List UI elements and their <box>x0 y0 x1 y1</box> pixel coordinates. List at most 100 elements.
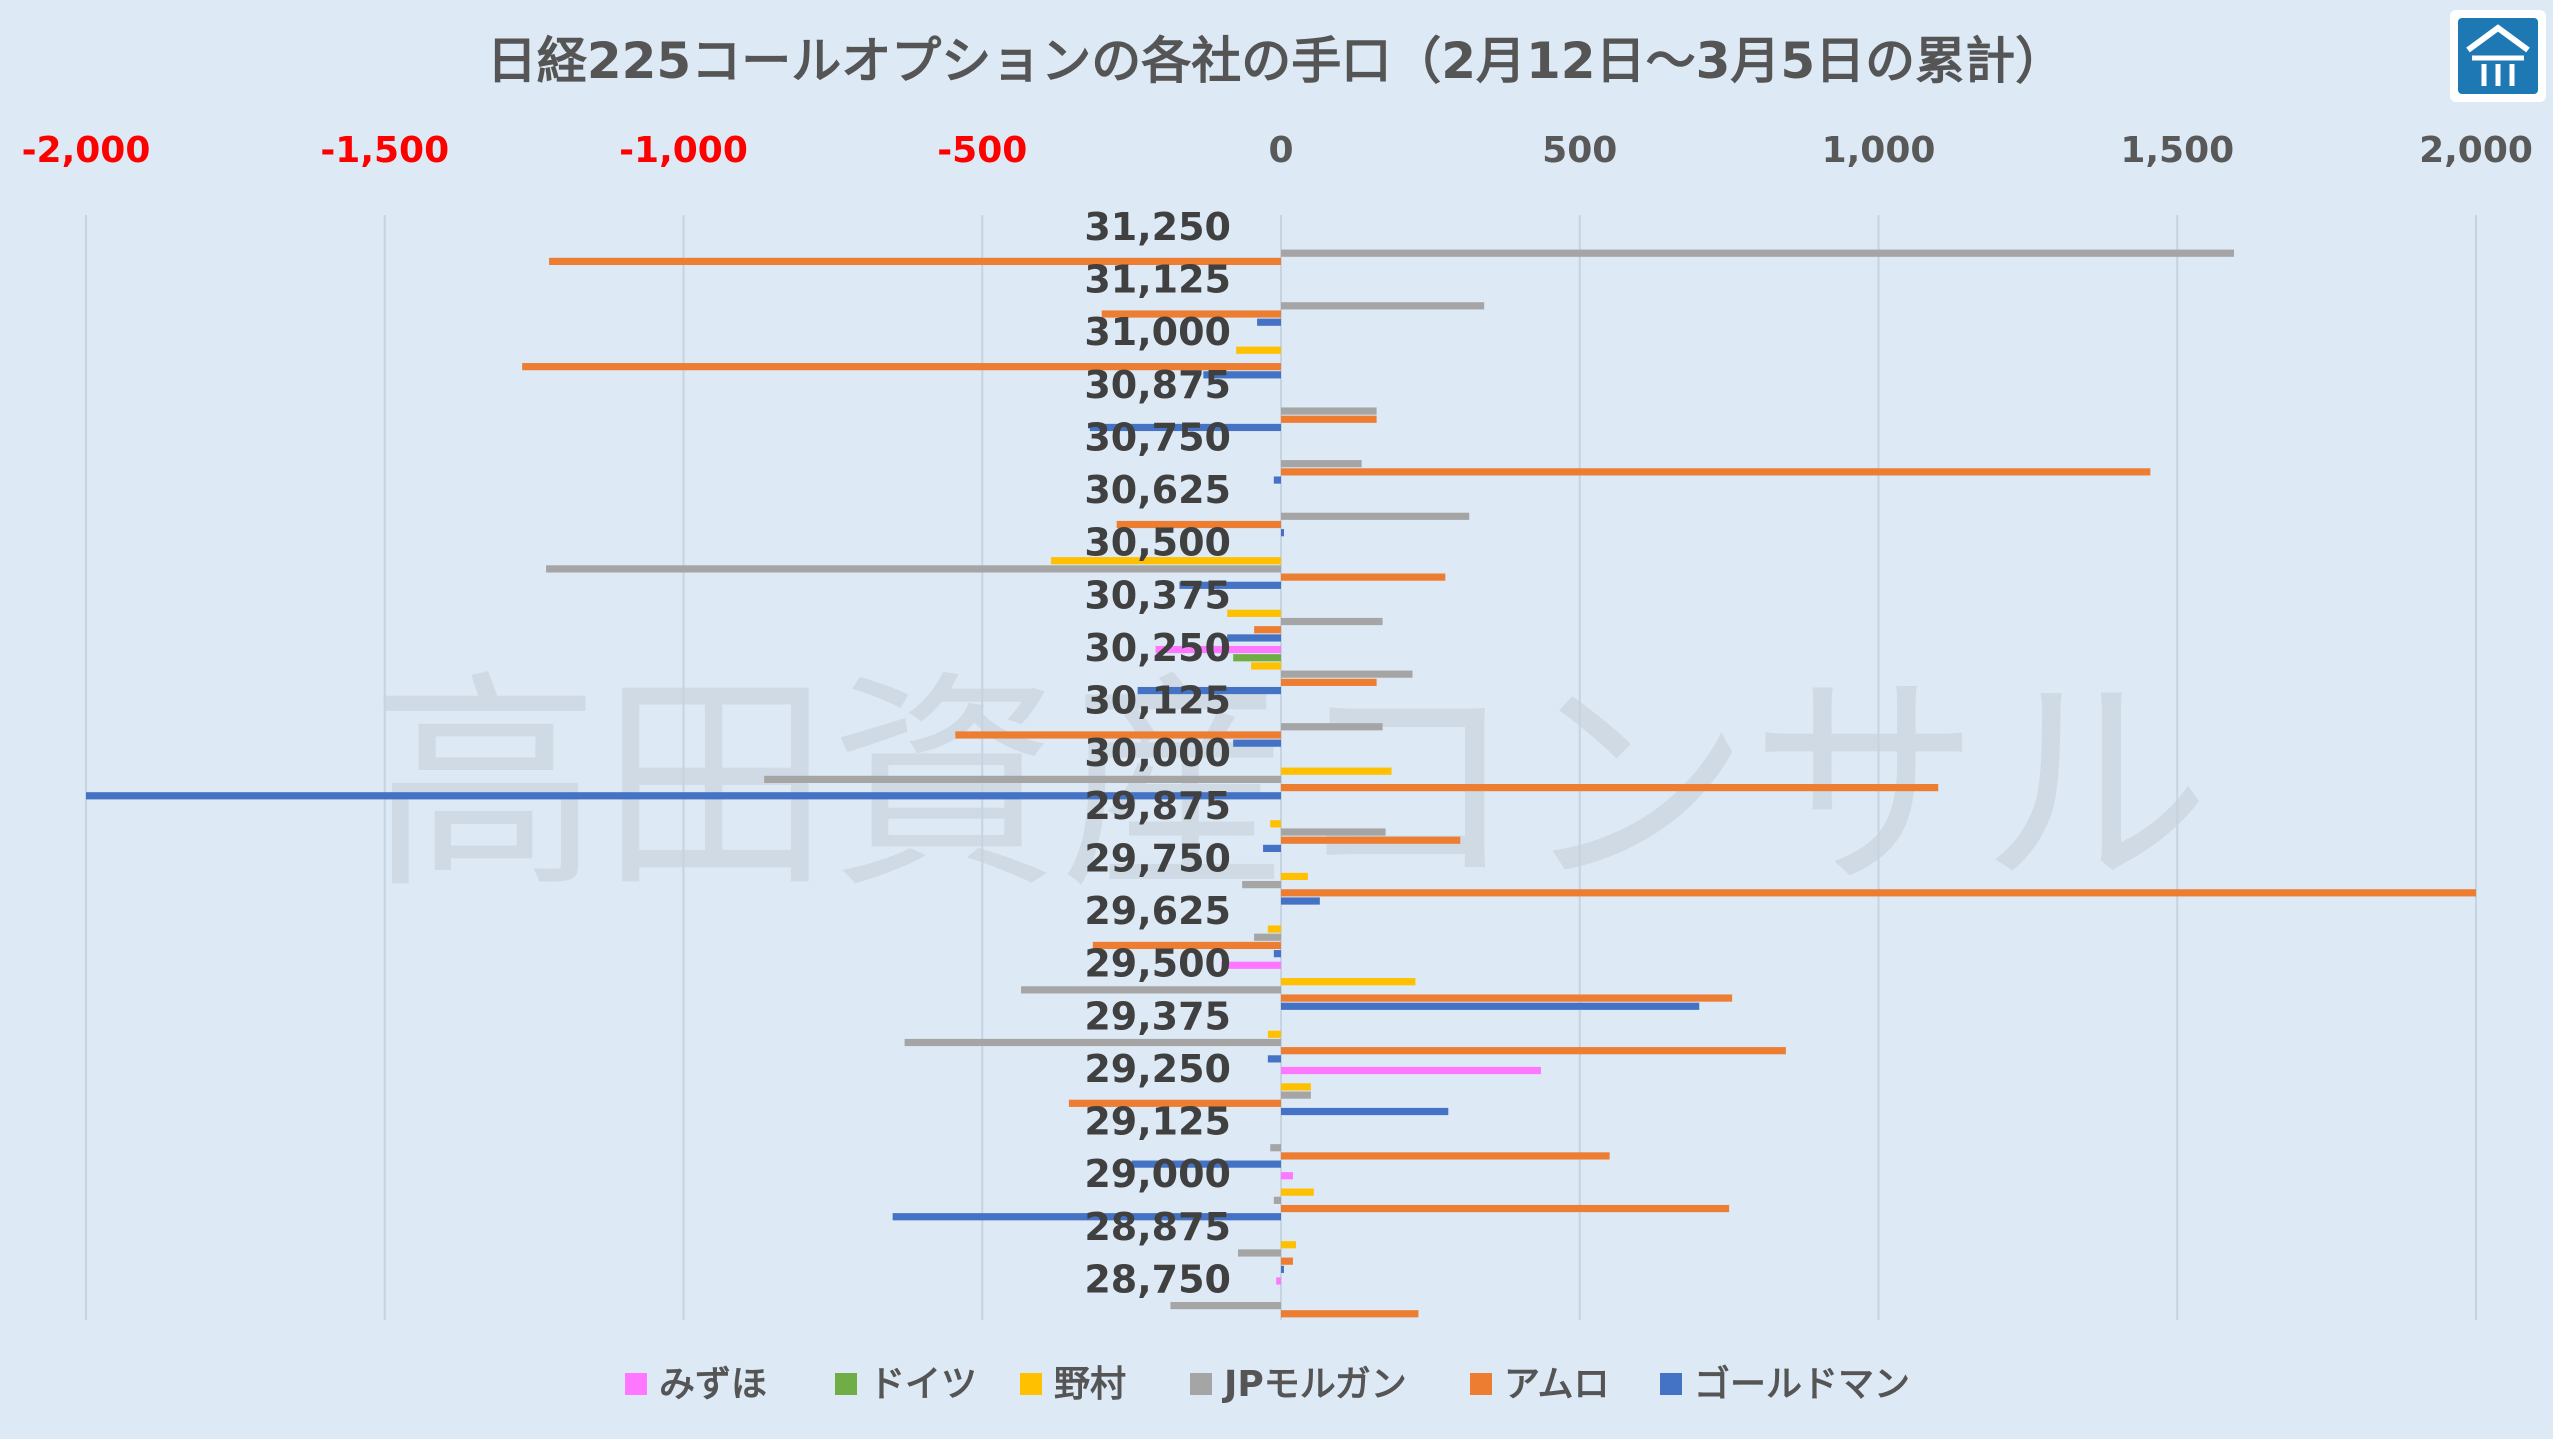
bar <box>1170 1301 1281 1310</box>
x-tick-label: -500 <box>937 130 1027 171</box>
category-label: 29,875 <box>1084 784 1231 828</box>
bar <box>1131 1160 1281 1168</box>
bar <box>1101 310 1281 318</box>
bar <box>892 1213 1281 1221</box>
legend-item: ドイツ <box>835 1364 977 1405</box>
category-label: 28,750 <box>1084 1257 1231 1301</box>
bar <box>1251 662 1281 670</box>
bar <box>1281 573 1446 581</box>
bar <box>1281 723 1383 731</box>
bar <box>1281 1066 1541 1075</box>
bar <box>1281 783 1939 792</box>
category-label: 29,250 <box>1084 1047 1231 1091</box>
bar <box>1281 468 2151 476</box>
bar <box>1281 872 1308 881</box>
bar <box>1254 626 1281 634</box>
bar <box>1281 512 1470 520</box>
x-tick-label: 1,000 <box>1822 130 1936 171</box>
logo-icon <box>2450 10 2546 102</box>
legend-item: アムロ <box>1470 1364 1609 1405</box>
bar <box>1281 249 2235 257</box>
bar <box>1221 961 1281 969</box>
bar <box>1281 617 1383 626</box>
bar <box>1273 950 1281 958</box>
bar <box>1267 1055 1281 1063</box>
legend-swatch <box>1660 1373 1682 1395</box>
category-label: 30,250 <box>1084 626 1231 670</box>
x-tick-label: -2,000 <box>22 130 151 171</box>
x-tick-label: 0 <box>1268 130 1293 171</box>
legend-swatch <box>1020 1373 1042 1395</box>
x-tick-label: 1,500 <box>2120 130 2234 171</box>
bar <box>1281 302 1485 310</box>
bar <box>1281 1257 1293 1265</box>
bar <box>1281 1265 1284 1273</box>
bar <box>1281 1091 1311 1099</box>
x-tick-label: 500 <box>1542 130 1617 171</box>
bar <box>1068 1099 1281 1107</box>
category-label: 29,000 <box>1084 1152 1231 1196</box>
bar <box>1281 415 1377 423</box>
bar <box>1233 739 1281 747</box>
bar <box>1273 476 1281 484</box>
bar <box>1281 767 1392 775</box>
bar <box>1281 1047 1786 1055</box>
category-label: 31,125 <box>1084 258 1231 302</box>
legend-swatch <box>1190 1373 1212 1395</box>
legend-label: ドイツ <box>869 1364 977 1405</box>
category-label: 29,750 <box>1084 836 1231 880</box>
chart-title: 日経225コールオプションの各社の手口（2月12日～3月5日の累計） <box>487 32 2065 90</box>
bar <box>1281 1152 1610 1160</box>
bar <box>1155 645 1281 654</box>
category-label: 29,375 <box>1084 994 1231 1038</box>
bar <box>764 775 1281 783</box>
bar <box>522 363 1281 371</box>
category-label: 31,250 <box>1084 205 1231 249</box>
category-label: 29,625 <box>1084 889 1231 933</box>
bar <box>546 565 1281 573</box>
category-label: 29,500 <box>1084 942 1231 986</box>
bar <box>1281 1107 1449 1116</box>
bar <box>1281 1241 1296 1249</box>
legend-item: ゴールドマン <box>1660 1363 1910 1405</box>
bar <box>1267 1030 1281 1038</box>
category-label: 30,875 <box>1084 363 1231 407</box>
bar <box>1263 844 1281 853</box>
x-tick-label: 2,000 <box>2419 130 2533 171</box>
bar <box>1281 460 1362 468</box>
bar <box>1233 654 1281 662</box>
bar <box>1021 986 1281 994</box>
bar <box>1137 686 1281 695</box>
bar <box>1203 371 1281 379</box>
bar <box>1242 881 1281 889</box>
bar <box>1227 609 1281 617</box>
bar <box>1267 925 1281 933</box>
bar <box>1254 933 1281 941</box>
bar <box>1273 1196 1281 1204</box>
legend-label: みずほ <box>659 1364 767 1405</box>
legend-label: ゴールドマン <box>1694 1363 1910 1405</box>
bar <box>1089 423 1281 432</box>
bar <box>1050 557 1281 565</box>
category-label: 30,000 <box>1084 731 1231 775</box>
category-label: 30,375 <box>1084 573 1231 617</box>
bar <box>1179 581 1281 589</box>
x-tick-label: -1,000 <box>619 130 748 171</box>
x-tick-label: -1,500 <box>320 130 449 171</box>
bar <box>1092 941 1281 950</box>
legend-label: JPモルガン <box>1221 1364 1407 1405</box>
bar <box>1281 897 1320 905</box>
bar <box>1281 1083 1311 1091</box>
bar <box>1281 836 1461 844</box>
bar <box>1281 1188 1314 1196</box>
bar <box>1116 520 1281 529</box>
bar <box>1281 889 2476 897</box>
legend-label: アムロ <box>1504 1364 1609 1405</box>
bar <box>1281 678 1377 686</box>
category-label: 30,625 <box>1084 468 1231 512</box>
bar <box>955 731 1281 739</box>
legend-item: みずほ <box>625 1364 767 1405</box>
legend-label: 野村 <box>1054 1364 1126 1405</box>
category-label: 29,125 <box>1084 1100 1231 1144</box>
